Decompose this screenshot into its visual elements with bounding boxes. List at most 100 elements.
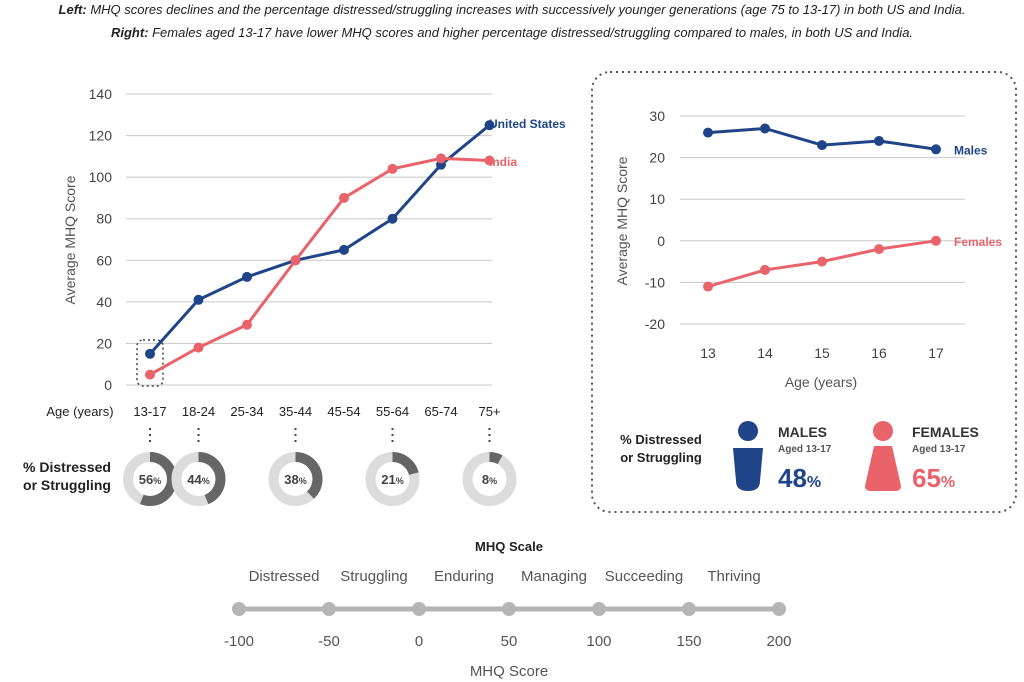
left-x-tick-label: 13-17: [133, 404, 166, 419]
right-y-tick-label: 20: [649, 150, 665, 166]
left-y-tick-label: 100: [89, 169, 113, 185]
right-series-point-males: [874, 135, 884, 146]
scale-category-label: Struggling: [340, 568, 408, 585]
donut-fill: [268, 452, 323, 506]
caption-right: Right: Females aged 13-17 have lower MHQ…: [0, 25, 1024, 40]
caption-left-label: Left:: [58, 2, 87, 17]
scale-title: MHQ Scale: [475, 539, 543, 554]
female-body-icon: [865, 446, 901, 491]
right-series-point-males: [703, 127, 713, 138]
scale-tick-label: -50: [318, 633, 340, 650]
right-x-tick-label: 14: [757, 345, 773, 361]
donut-value-label: 21%: [381, 472, 403, 487]
left-x-tick-label: 75+: [478, 404, 500, 419]
left-series-point-us: [484, 120, 495, 131]
left-series-point-us: [339, 244, 349, 255]
right-chart: -20 -10 0 10 20 30 Average MHQ Score 13 14 15 16 17…: [614, 108, 1002, 390]
scale-tick-dot: [772, 602, 786, 616]
female-person-icon: [873, 421, 893, 441]
right-series-point-males: [931, 144, 941, 155]
scale-tick-label: 50: [501, 633, 518, 650]
males-value: 48%: [778, 463, 821, 493]
gender-label-line1: % Distressed: [620, 432, 702, 447]
left-series-point-india: [339, 192, 349, 203]
scale-tick-dot: [682, 602, 696, 616]
right-y-tick-label: -10: [645, 274, 665, 290]
right-x-axis-label: Age (years): [785, 374, 857, 390]
donut-fill: [462, 452, 517, 506]
females-sub: Aged 13-17: [912, 444, 966, 455]
right-x-tick-label: 13: [700, 345, 716, 361]
right-series-point-females: [817, 256, 827, 267]
females-title: FEMALES: [912, 424, 979, 440]
scale-tick-dot: [502, 602, 516, 616]
right-y-tick-label: -20: [645, 316, 665, 332]
legend-label-males: Males: [954, 143, 988, 157]
left-y-tick-label: 40: [96, 294, 112, 310]
scale-x-axis-label: MHQ Score: [470, 663, 548, 680]
right-series-point-females: [931, 235, 941, 246]
scale-category-label: Thriving: [707, 568, 760, 585]
scale-category-label: Managing: [521, 568, 587, 585]
left-series-point-india: [193, 342, 204, 353]
gender-label-line2: or Struggling: [620, 450, 702, 465]
left-series-point-india: [145, 369, 155, 380]
right-series-point-females: [703, 281, 713, 292]
distressed-donuts: % Distressed or Struggling 56% 44% 38% 21% 8%: [23, 428, 517, 506]
male-person-icon: [738, 421, 758, 441]
scale-category-label: Enduring: [434, 568, 494, 585]
scale-tick-dot: [592, 602, 606, 616]
gender-panel: % Distressed or Struggling MALES Aged 13-17…: [620, 421, 979, 493]
left-y-tick-label: 80: [96, 211, 112, 227]
left-series-point-india: [436, 153, 446, 164]
left-series-point-india: [484, 155, 495, 166]
caption-left: Left: MHQ scores declines and the percen…: [0, 2, 1024, 17]
scale-tick-label: 100: [586, 633, 611, 650]
left-chart: 0 20 40 60 80 100 120 140 Average MHQ Score Age (…: [46, 86, 566, 419]
left-x-tick-label: 35-44: [279, 404, 312, 419]
right-y-tick-label: 10: [649, 191, 665, 207]
left-y-axis-label: Average MHQ Score: [62, 175, 78, 304]
left-series-line-india: [149, 156, 490, 376]
left-y-tick-label: 0: [104, 377, 112, 393]
right-x-tick-label: 17: [928, 345, 944, 361]
donut-value-label: 8%: [482, 472, 497, 487]
caption-right-text: Females aged 13-17 have lower MHQ scores…: [148, 25, 914, 40]
distressed-label-line2: or Struggling: [23, 477, 111, 493]
left-series-point-us: [145, 348, 155, 359]
right-series-point-females: [760, 264, 770, 275]
left-y-tick-label: 20: [96, 335, 112, 351]
left-series-point-us: [193, 294, 204, 305]
distressed-label-line1: % Distressed: [23, 459, 111, 475]
right-x-tick-label: 16: [871, 345, 887, 361]
left-x-tick-label: 25-34: [230, 404, 263, 419]
legend-label-india: India: [489, 155, 517, 169]
left-x-axis-label: Age (years): [46, 404, 113, 419]
legend-label-females: Females: [954, 235, 1002, 249]
scale-tick-dot: [412, 602, 426, 616]
scale-category-label: Distressed: [249, 568, 320, 585]
right-series-point-males: [817, 140, 827, 151]
left-series-point-india: [387, 163, 398, 174]
left-x-tick-label: 18-24: [182, 404, 215, 419]
donut-fill: [365, 452, 420, 506]
males-sub: Aged 13-17: [778, 444, 832, 455]
scale-tick-dot: [322, 602, 336, 616]
donut-value-label: 44%: [187, 472, 209, 487]
right-y-axis-label: Average MHQ Score: [614, 156, 630, 285]
right-series-point-males: [760, 123, 770, 134]
donut-fill: [171, 452, 226, 506]
legend-label-us: United States: [489, 117, 566, 131]
left-series-point-us: [387, 213, 398, 224]
left-series-point-india: [290, 255, 301, 266]
scale-tick-label: 0: [415, 633, 423, 650]
left-series-line-us: [148, 124, 491, 355]
scale-category-label: Succeeding: [605, 568, 683, 585]
right-y-tick-label: 0: [657, 233, 665, 249]
right-series-point-females: [874, 244, 884, 255]
left-y-tick-label: 60: [96, 252, 112, 268]
females-value: 65%: [912, 463, 955, 493]
left-series-point-india: [242, 319, 252, 330]
left-x-tick-label: 55-64: [376, 404, 409, 419]
